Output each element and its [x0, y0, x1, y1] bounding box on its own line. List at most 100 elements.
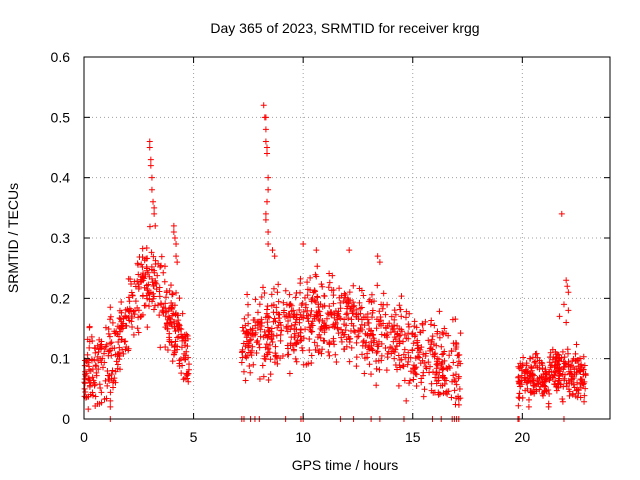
- data-point: [147, 162, 154, 169]
- data-point: [431, 322, 438, 329]
- data-point: [403, 397, 410, 404]
- data-point: [299, 347, 306, 354]
- data-point: [89, 374, 96, 381]
- data-point: [83, 358, 90, 365]
- data-point: [406, 377, 413, 384]
- data-point: [101, 359, 108, 366]
- data-point: [409, 346, 416, 353]
- x-tick-label: 10: [295, 429, 311, 445]
- data-point: [425, 359, 432, 366]
- data-point: [151, 204, 158, 211]
- data-point: [262, 210, 269, 217]
- data-point: [122, 313, 129, 320]
- data-point: [173, 289, 180, 296]
- data-point: [170, 228, 177, 235]
- data-point: [264, 313, 271, 320]
- data-point: [146, 144, 153, 151]
- data-point: [139, 273, 146, 280]
- data-point: [382, 311, 389, 318]
- data-point: [323, 324, 330, 331]
- data-point: [103, 341, 110, 348]
- data-point: [123, 344, 130, 351]
- data-point: [162, 313, 169, 320]
- data-point: [270, 285, 277, 292]
- data-point: [384, 331, 391, 338]
- data-point: [128, 289, 135, 296]
- data-point: [439, 351, 446, 358]
- data-point: [314, 263, 321, 270]
- data-point: [290, 312, 297, 319]
- data-point: [300, 314, 307, 321]
- data-point: [287, 340, 294, 347]
- data-point: [383, 367, 390, 374]
- x-tick-label: 20: [515, 429, 531, 445]
- data-point: [400, 351, 407, 358]
- data-point: [86, 366, 93, 373]
- data-point: [453, 343, 460, 350]
- data-point: [261, 328, 268, 335]
- data-point: [400, 362, 407, 369]
- data-point: [269, 247, 276, 254]
- y-tick-label: 0.2: [51, 290, 71, 306]
- data-point: [401, 346, 408, 353]
- data-point: [361, 370, 368, 377]
- data-point: [283, 312, 290, 319]
- data-point: [556, 313, 563, 320]
- data-point: [116, 352, 123, 359]
- data-point: [398, 356, 405, 363]
- data-point: [333, 358, 340, 365]
- data-point: [428, 380, 435, 387]
- data-point: [546, 354, 553, 361]
- data-point: [346, 336, 353, 343]
- data-point: [93, 372, 100, 379]
- data-point: [366, 346, 373, 353]
- data-point: [98, 399, 105, 406]
- data-point: [152, 302, 159, 309]
- data-point: [450, 372, 457, 379]
- data-point: [437, 382, 444, 389]
- data-point: [391, 316, 398, 323]
- data-point: [423, 365, 430, 372]
- data-point: [302, 326, 309, 333]
- data-point: [337, 299, 344, 306]
- data-point: [161, 278, 168, 285]
- data-point: [148, 174, 155, 181]
- data-point: [277, 337, 284, 344]
- data-point: [420, 369, 427, 376]
- x-tick-label: 15: [405, 429, 421, 445]
- data-point: [179, 310, 186, 317]
- data-point: [440, 331, 447, 338]
- data-point: [143, 263, 150, 270]
- data-point: [328, 311, 335, 318]
- data-point: [245, 312, 252, 319]
- data-point: [261, 290, 268, 297]
- data-point: [156, 293, 163, 300]
- data-point: [580, 380, 587, 387]
- data-point: [149, 279, 156, 286]
- data-point: [88, 357, 95, 364]
- data-point: [336, 294, 343, 301]
- data-point: [527, 372, 534, 379]
- data-point: [167, 316, 174, 323]
- data-point: [360, 313, 367, 320]
- data-point: [175, 317, 182, 324]
- data-point: [304, 315, 311, 322]
- data-point: [160, 309, 167, 316]
- data-point: [430, 341, 437, 348]
- data-point: [126, 317, 133, 324]
- data-point: [413, 371, 420, 378]
- data-point: [176, 295, 183, 302]
- data-point: [174, 343, 181, 350]
- data-point: [300, 241, 307, 248]
- data-point: [379, 305, 386, 312]
- data-point: [414, 342, 421, 349]
- data-point: [101, 396, 108, 403]
- data-point: [566, 392, 573, 399]
- data-point: [265, 376, 272, 383]
- data-point: [582, 385, 589, 392]
- data-point: [238, 359, 245, 366]
- data-point: [451, 377, 458, 384]
- data-point: [160, 304, 167, 311]
- data-point: [129, 324, 136, 331]
